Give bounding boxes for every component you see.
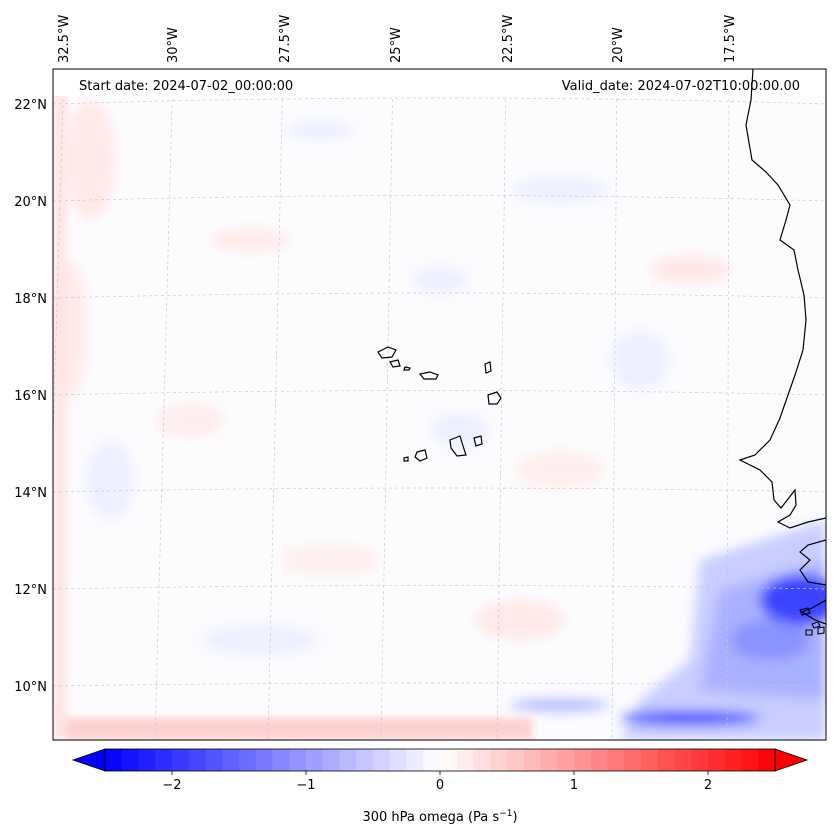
lon-label-20w: 20°W — [611, 27, 626, 63]
valid-date-label: Valid_date: 2024-07-02T10:00:00.00 — [562, 79, 800, 94]
colorbar-bin — [741, 749, 759, 771]
lon-label-25w: 25°W — [389, 27, 404, 63]
omega-boundary-band — [53, 69, 533, 740]
colorbar-bin — [272, 749, 290, 771]
island-boa-vista — [487, 391, 502, 405]
colorbar-bin — [507, 749, 525, 771]
lat-label-14n: 14°N — [14, 486, 47, 501]
colorbar-ticks: −2 −1 0 1 2 — [162, 771, 712, 793]
colorbar-tick-label: 0 — [436, 778, 444, 793]
map-frame — [52, 68, 827, 741]
colorbar-bins — [105, 749, 776, 771]
lon-label-30w: 30°W — [166, 27, 181, 63]
colorbar-extend-min — [71, 748, 106, 772]
colorbar-bin — [356, 749, 374, 771]
island-maio — [473, 435, 483, 447]
coastline-bissagos-islands — [799, 607, 825, 636]
lon-label-22-5w: 22.5°W — [501, 15, 516, 63]
island-sal — [484, 361, 492, 374]
colorbar-bin — [456, 749, 475, 771]
latitude-labels: 22°N 20°N 18°N 16°N 14°N 12°N 10°N — [14, 98, 47, 695]
colorbar-bin — [172, 749, 190, 771]
colorbar-extend-max — [774, 748, 809, 772]
colorbar-bin — [188, 749, 207, 771]
island-santa-luzia — [403, 366, 411, 371]
colorbar-bin — [590, 749, 609, 771]
colorbar-bin — [105, 749, 123, 771]
colorbar-bin — [289, 749, 307, 771]
colorbar: −2 −1 0 1 2 300 hPa omega (Pa s−1) — [71, 748, 809, 825]
colorbar-bin — [473, 749, 491, 771]
island-brava — [403, 456, 409, 462]
colorbar-bin — [758, 749, 776, 771]
colorbar-bin — [322, 749, 341, 771]
colorbar-bin — [406, 749, 424, 771]
island-sao-vicente — [389, 359, 401, 368]
colorbar-bin — [306, 749, 324, 771]
colorbar-bin — [339, 749, 357, 771]
colorbar-bin — [557, 749, 575, 771]
start-date-label: Start date: 2024-07-02_00:00:00 — [79, 79, 293, 94]
lat-label-10n: 10°N — [14, 680, 47, 695]
graticule — [53, 69, 826, 740]
colorbar-tick-label: −1 — [296, 778, 315, 793]
colorbar-bin — [674, 749, 692, 771]
colorbar-bin — [205, 749, 223, 771]
colorbar-bin — [691, 749, 709, 771]
colorbar-bin — [121, 749, 140, 771]
colorbar-bin — [724, 749, 743, 771]
colorbar-bin — [440, 749, 458, 771]
colorbar-tick-label: 1 — [570, 778, 578, 793]
colorbar-bin — [155, 749, 173, 771]
colorbar-bin — [540, 749, 558, 771]
lat-label-12n: 12°N — [14, 583, 47, 598]
date-header-strip — [53, 69, 826, 96]
colorbar-bin — [523, 749, 542, 771]
colorbar-bin — [373, 749, 391, 771]
cape-verde-islands — [377, 346, 502, 462]
colorbar-bin — [255, 749, 274, 771]
colorbar-bin — [607, 749, 625, 771]
lon-label-32-5w: 32.5°W — [57, 15, 72, 63]
colorbar-tick-label: 2 — [704, 778, 712, 793]
colorbar-bin — [138, 749, 156, 771]
longitude-labels: 32.5°W 30°W 27.5°W 25°W 22.5°W 20°W 17.5… — [57, 15, 738, 63]
lat-label-22n: 22°N — [14, 98, 47, 113]
lat-label-20n: 20°N — [14, 195, 47, 210]
coastline-africa — [738, 69, 826, 625]
island-santo-antao — [377, 346, 397, 359]
colorbar-bin — [641, 749, 659, 771]
colorbar-label: 300 hPa omega (Pa s−1) — [362, 809, 517, 825]
colorbar-bin — [657, 749, 676, 771]
island-santiago — [449, 435, 467, 457]
colorbar-bin — [708, 749, 726, 771]
colorbar-bin — [624, 749, 642, 771]
lat-label-16n: 16°N — [14, 389, 47, 404]
colorbar-bin — [490, 749, 508, 771]
colorbar-tick-label: −2 — [162, 778, 181, 793]
island-fogo — [414, 449, 428, 462]
colorbar-bin — [389, 749, 408, 771]
colorbar-bin — [423, 749, 441, 771]
colorbar-bin — [574, 749, 592, 771]
map-panel — [53, 69, 826, 740]
colorbar-bin — [222, 749, 240, 771]
island-sao-nicolau — [418, 371, 439, 380]
lat-label-18n: 18°N — [14, 292, 47, 307]
colorbar-bin — [239, 749, 257, 771]
lon-label-17-5w: 17.5°W — [723, 15, 738, 63]
lon-label-27-5w: 27.5°W — [278, 15, 293, 63]
